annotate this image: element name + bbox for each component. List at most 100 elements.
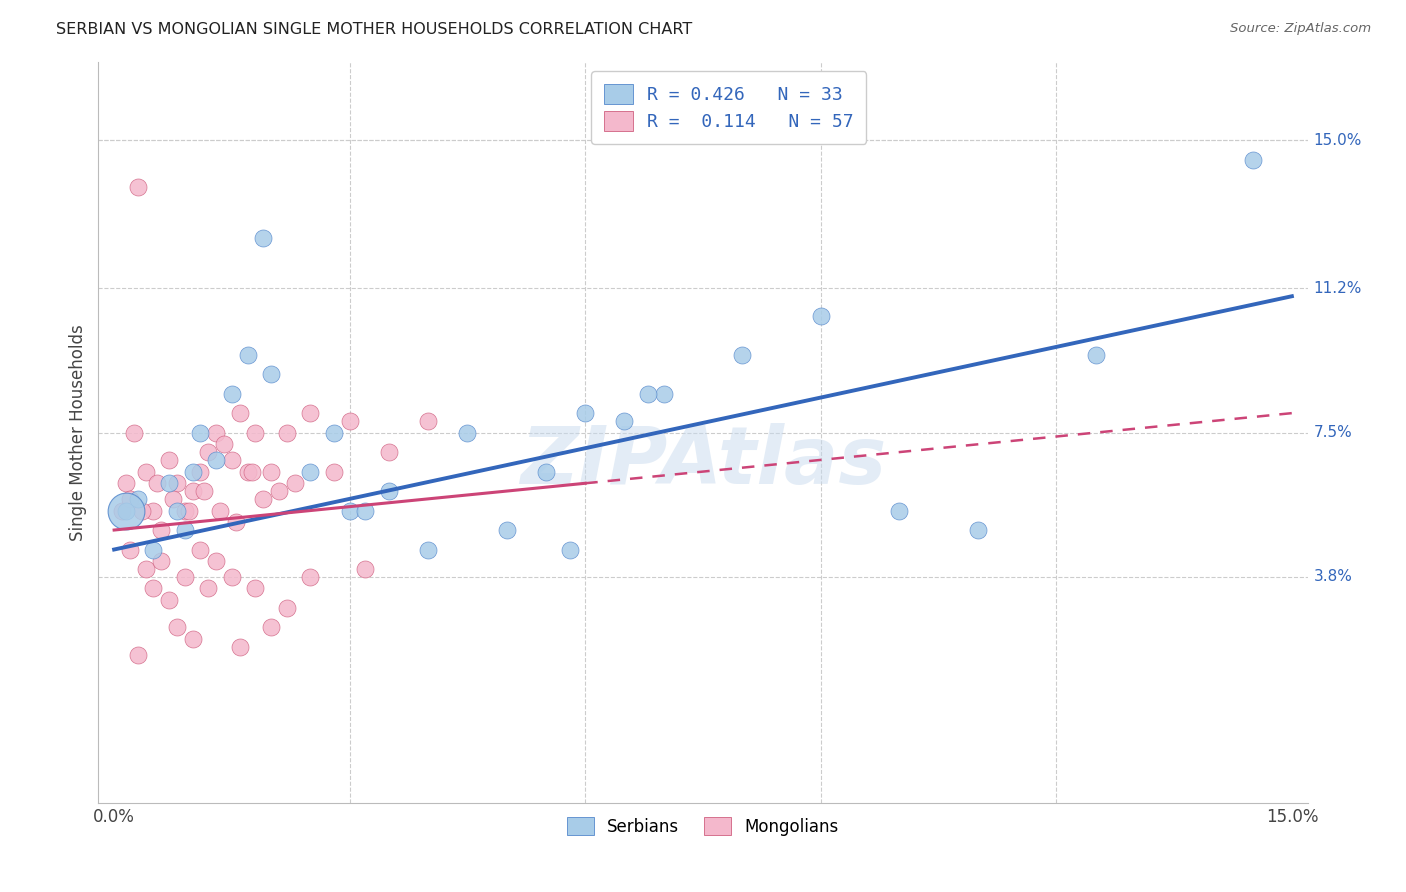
Point	[166, 476, 188, 491]
Point	[889, 503, 911, 517]
Text: Source: ZipAtlas.com: Source: ZipAtlas.com	[1230, 22, 1371, 36]
Point	[299, 406, 322, 420]
Point	[534, 465, 557, 479]
Point	[142, 582, 165, 596]
Point	[558, 542, 581, 557]
Point	[190, 465, 212, 479]
Point	[115, 476, 138, 491]
Point	[495, 523, 517, 537]
Point	[966, 523, 988, 537]
Point	[284, 476, 307, 491]
Point	[245, 425, 267, 440]
Point	[142, 542, 165, 557]
Point	[252, 491, 274, 506]
Text: 3.8%: 3.8%	[1313, 569, 1353, 584]
Point	[150, 554, 173, 568]
Point	[197, 582, 219, 596]
Point	[166, 503, 188, 517]
Point	[339, 503, 361, 517]
Point	[252, 231, 274, 245]
Point	[810, 309, 832, 323]
Point	[193, 484, 215, 499]
Point	[173, 503, 195, 517]
Point	[135, 465, 157, 479]
Point	[323, 425, 346, 440]
Point	[652, 386, 675, 401]
Text: 7.5%: 7.5%	[1313, 425, 1353, 440]
Point	[173, 570, 195, 584]
Point	[221, 453, 243, 467]
Text: 15.0%: 15.0%	[1313, 133, 1362, 148]
Point	[240, 465, 263, 479]
Point	[157, 593, 180, 607]
Point	[323, 465, 346, 479]
Point	[221, 570, 243, 584]
Point	[229, 640, 252, 654]
Point	[190, 425, 212, 440]
Point	[260, 465, 283, 479]
Point	[260, 620, 283, 634]
Point	[127, 648, 149, 662]
Point	[236, 348, 259, 362]
Point	[162, 491, 184, 506]
Point	[205, 453, 228, 467]
Point	[118, 542, 141, 557]
Point	[122, 425, 145, 440]
Point	[229, 406, 252, 420]
Point	[418, 542, 440, 557]
Y-axis label: Single Mother Households: Single Mother Households	[69, 325, 87, 541]
Point	[127, 180, 149, 194]
Point	[378, 484, 401, 499]
Point	[418, 414, 440, 428]
Point	[157, 453, 180, 467]
Point	[150, 523, 173, 537]
Text: 11.2%: 11.2%	[1313, 281, 1362, 296]
Point	[135, 562, 157, 576]
Point	[127, 491, 149, 506]
Point	[1241, 153, 1264, 167]
Point	[142, 503, 165, 517]
Point	[354, 503, 377, 517]
Point	[276, 425, 298, 440]
Point	[181, 484, 204, 499]
Point	[181, 632, 204, 647]
Point	[276, 601, 298, 615]
Point	[115, 503, 138, 517]
Point	[339, 414, 361, 428]
Point	[225, 515, 247, 529]
Point	[118, 491, 141, 506]
Point	[456, 425, 478, 440]
Point	[378, 445, 401, 459]
Point	[157, 476, 180, 491]
Legend: Serbians, Mongolians: Serbians, Mongolians	[561, 811, 845, 843]
Point	[212, 437, 235, 451]
Point	[299, 465, 322, 479]
Point	[354, 562, 377, 576]
Point	[205, 554, 228, 568]
Point	[190, 542, 212, 557]
Point	[115, 503, 138, 517]
Text: SERBIAN VS MONGOLIAN SINGLE MOTHER HOUSEHOLDS CORRELATION CHART: SERBIAN VS MONGOLIAN SINGLE MOTHER HOUSE…	[56, 22, 693, 37]
Point	[637, 386, 659, 401]
Point	[267, 484, 290, 499]
Point	[1084, 348, 1107, 362]
Point	[205, 425, 228, 440]
Point	[260, 367, 283, 381]
Point	[111, 503, 134, 517]
Point	[173, 523, 195, 537]
Point	[197, 445, 219, 459]
Point	[166, 620, 188, 634]
Point	[181, 465, 204, 479]
Point	[146, 476, 169, 491]
Point	[574, 406, 596, 420]
Point	[613, 414, 636, 428]
Text: ZIPAtlas: ZIPAtlas	[520, 423, 886, 501]
Point	[731, 348, 754, 362]
Point	[177, 503, 200, 517]
Point	[209, 503, 232, 517]
Point	[221, 386, 243, 401]
Point	[131, 503, 153, 517]
Point	[236, 465, 259, 479]
Point	[245, 582, 267, 596]
Point	[299, 570, 322, 584]
